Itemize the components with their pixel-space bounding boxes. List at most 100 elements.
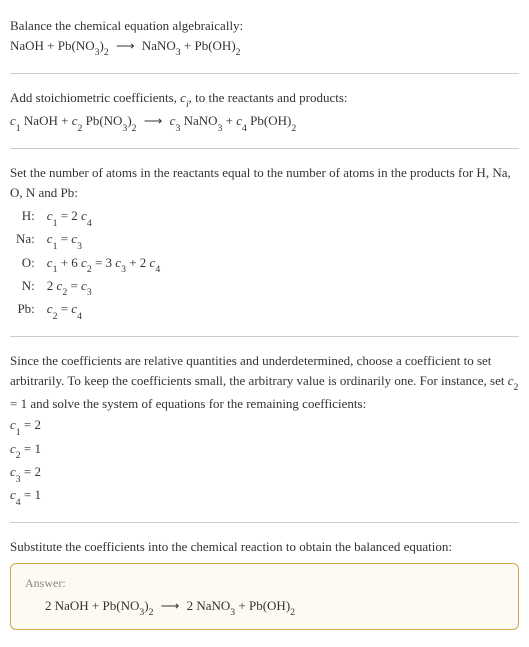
text: =: [57, 301, 71, 316]
atoms-table: H: c1 = 2 c4 Na: c1 = c3 O: c1 + 6 c2 = …: [10, 206, 166, 322]
text: = 2: [21, 417, 41, 432]
stoich-intro: Add stoichiometric coefficients, ci, to …: [10, 88, 519, 111]
text: Pb(OH): [247, 113, 291, 128]
var: c: [10, 464, 16, 479]
var-sub: 3: [87, 287, 92, 298]
atom-eq: 2 c2 = c3: [41, 276, 166, 299]
divider: [10, 336, 519, 337]
atom-label: Na:: [10, 229, 41, 252]
coeff-line: c2 = 1: [10, 439, 519, 462]
text: ): [144, 598, 148, 613]
var: c: [10, 417, 16, 432]
atom-eq: c2 = c4: [41, 299, 166, 322]
atom-eq: c1 + 6 c2 = 3 c3 + 2 c4: [41, 253, 166, 276]
atoms-intro: Set the number of atoms in the reactants…: [10, 163, 519, 202]
text: , to the reactants and products:: [189, 90, 348, 105]
problem-equation: NaOH + Pb(NO3)2 ⟶ NaNO3 + Pb(OH)2: [10, 36, 519, 59]
var-sub: 4: [16, 497, 21, 508]
var-sub: 1: [16, 427, 21, 438]
eq-sub: 2: [104, 47, 109, 58]
var-sub: 3: [16, 474, 21, 485]
eq-sub: 2: [149, 607, 154, 618]
atom-eq: c1 = 2 c4: [41, 206, 166, 229]
eq-text: + Pb(OH): [181, 38, 236, 53]
var-sub: 3: [175, 123, 180, 134]
var: c: [10, 441, 16, 456]
answer-intro: Substitute the coefficients into the che…: [10, 537, 519, 557]
text: = 3: [92, 255, 116, 270]
text: ): [127, 113, 131, 128]
var: c: [47, 301, 53, 316]
var-sub: 1: [53, 264, 58, 275]
text: Since the coefficients are relative quan…: [10, 353, 508, 388]
text: = 1: [21, 441, 41, 456]
eq-text: NaOH + Pb(NO: [10, 38, 95, 53]
atom-label: H:: [10, 206, 41, 229]
var: c: [47, 208, 53, 223]
var-sub: 2: [514, 382, 519, 393]
var: c: [81, 208, 87, 223]
atom-label: O:: [10, 253, 41, 276]
var: c: [47, 255, 53, 270]
text: + Pb(OH): [235, 598, 290, 613]
var: c: [47, 231, 53, 246]
text: Add stoichiometric coefficients,: [10, 90, 180, 105]
text: 2: [47, 278, 57, 293]
eq-sub: 2: [291, 123, 296, 134]
var-sub: 4: [155, 264, 160, 275]
text: NaNO: [180, 113, 217, 128]
divider: [10, 522, 519, 523]
var-sub: 1: [53, 218, 58, 229]
stoich-equation: c1 NaOH + c2 Pb(NO3)2 ⟶ c3 NaNO3 + c4 Pb…: [10, 111, 519, 134]
eq-sub: 3: [122, 123, 127, 134]
coeff-line: c4 = 1: [10, 485, 519, 508]
var-sub: 1: [53, 241, 58, 252]
answer-label: Answer:: [25, 574, 504, 592]
text: NaOH +: [21, 113, 72, 128]
var-sub: 4: [242, 123, 247, 134]
var-sub: 2: [87, 264, 92, 275]
table-row: H: c1 = 2 c4: [10, 206, 166, 229]
divider: [10, 148, 519, 149]
table-row: Pb: c2 = c4: [10, 299, 166, 322]
eq-text: NaNO: [142, 38, 176, 53]
section-atoms: Set the number of atoms in the reactants…: [10, 155, 519, 330]
eq-sub: 3: [139, 607, 144, 618]
text: + 6: [57, 255, 81, 270]
text: 2 NaOH + Pb(NO: [45, 598, 139, 613]
var-sub: 1: [16, 123, 21, 134]
eq-sub: 2: [132, 123, 137, 134]
answer-box: Answer: 2 NaOH + Pb(NO3)2 ⟶ 2 NaNO3 + Pb…: [10, 563, 519, 630]
var: c: [81, 278, 87, 293]
text: = 2: [21, 464, 41, 479]
text: =: [67, 278, 81, 293]
section-problem: Balance the chemical equation algebraica…: [10, 8, 519, 67]
text: = 1 and solve the system of equations fo…: [10, 396, 366, 411]
table-row: Na: c1 = c3: [10, 229, 166, 252]
var-sub: 2: [77, 123, 82, 134]
eq-sub: 3: [230, 607, 235, 618]
text: 2 NaNO: [187, 598, 231, 613]
solve-para: Since the coefficients are relative quan…: [10, 351, 519, 413]
atom-label: N:: [10, 276, 41, 299]
problem-intro: Balance the chemical equation algebraica…: [10, 16, 519, 36]
eq-sub: 2: [290, 607, 295, 618]
eq-sub: 2: [236, 47, 241, 58]
coeff-line: c3 = 2: [10, 462, 519, 485]
table-row: O: c1 + 6 c2 = 3 c3 + 2 c4: [10, 253, 166, 276]
arrow-icon: ⟶: [161, 596, 180, 616]
section-solve: Since the coefficients are relative quan…: [10, 343, 519, 516]
var-sub: 3: [77, 241, 82, 252]
text: = 1: [21, 487, 41, 502]
text: Pb(NO: [82, 113, 122, 128]
text: =: [57, 231, 71, 246]
section-stoich: Add stoichiometric coefficients, ci, to …: [10, 80, 519, 142]
var: c: [10, 487, 16, 502]
eq-sub: 3: [95, 47, 100, 58]
table-row: N: 2 c2 = c3: [10, 276, 166, 299]
var-sub: 2: [53, 311, 58, 322]
atom-eq: c1 = c3: [41, 229, 166, 252]
eq-sub: 3: [176, 47, 181, 58]
var: c: [508, 373, 514, 388]
arrow-icon: ⟶: [116, 36, 135, 56]
